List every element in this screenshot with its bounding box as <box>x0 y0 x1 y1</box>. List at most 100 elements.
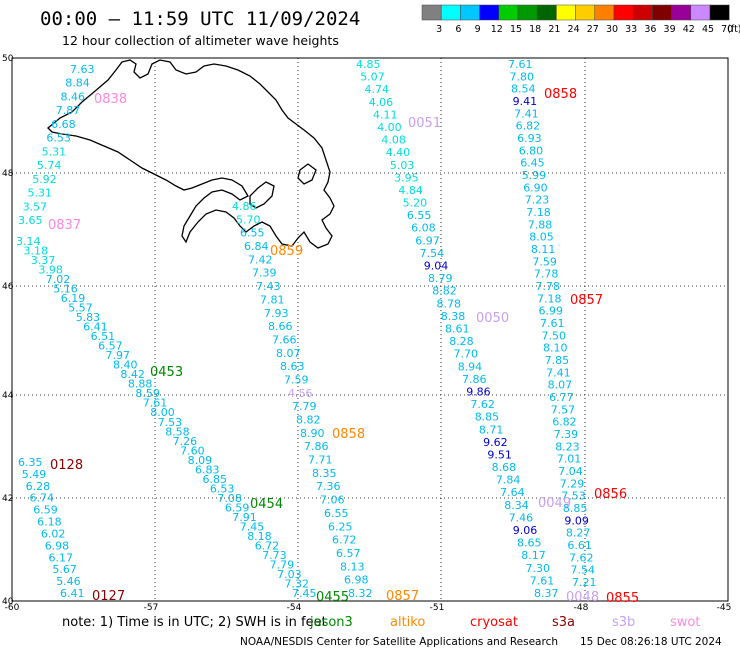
wave-height-value: 6.55 <box>240 227 265 240</box>
wave-height-value: 7.41 <box>546 366 571 379</box>
wave-height-value: 6.99 <box>539 305 564 318</box>
wave-height-value: 6.84 <box>244 240 269 253</box>
wave-height-value: 9.86 <box>466 386 491 399</box>
satellite-name: cryosat <box>470 615 518 630</box>
wave-height-value: 7.93 <box>264 307 289 320</box>
track-e: 4.865.706.556.847.427.397.437.817.938.66… <box>232 200 373 600</box>
wave-height-value: 3.37 <box>31 254 56 267</box>
legend-swatch <box>440 4 461 21</box>
wave-height-value: 6.55 <box>324 507 349 520</box>
wave-height-value: 7.36 <box>316 480 341 493</box>
lon-tick-label: -54 <box>287 603 302 613</box>
wave-height-value: 9.41 <box>513 95 538 108</box>
pass-time-label: 0837 <box>48 218 81 233</box>
wave-height-value: 8.61 <box>445 323 470 336</box>
track-f: 6.355.496.286.746.596.186.026.986.175.67… <box>18 456 85 600</box>
wave-height-value: 8.34 <box>504 499 529 512</box>
wave-height-value: 6.45 <box>520 157 545 170</box>
pass-time-label: 0857 <box>386 589 419 604</box>
wave-height-value: 5.07 <box>360 71 385 84</box>
wave-height-value: 8.65 <box>517 537 542 550</box>
wave-height-value: 3.57 <box>23 200 48 213</box>
wave-height-value: 9.51 <box>487 449 512 462</box>
lat-tick-label: 44 <box>2 391 14 401</box>
wave-height-value: 7.88 <box>528 218 553 231</box>
wave-height-value: 6.72 <box>255 539 280 552</box>
pass-time-label: 0050 <box>476 311 509 326</box>
wave-height-value: 7.02 <box>46 273 71 286</box>
lat-tick-label: 48 <box>2 169 14 179</box>
wave-height-value: 7.03 <box>277 568 302 581</box>
lat-tick-label: 40 <box>2 597 14 607</box>
legend-label: 30 <box>606 24 618 35</box>
wave-height-value: 8.38 <box>441 310 466 323</box>
pass-time-label: 0051 <box>408 116 441 131</box>
legend-swatch <box>479 4 500 21</box>
lon-tick-label: -60 <box>5 603 20 613</box>
pass-time-label: 0855 <box>606 591 639 606</box>
wave-height-value: 8.46 <box>61 91 86 104</box>
wave-height-value: 6.59 <box>33 504 58 517</box>
wave-height-value: 4.56 <box>288 387 313 400</box>
legend-swatch <box>556 4 576 21</box>
wave-height-value: 6.72 <box>332 534 357 547</box>
wave-height-value: 8.42 <box>120 368 144 381</box>
wave-height-value: 6.51 <box>91 330 116 343</box>
legend-label: 70 <box>721 24 733 35</box>
wave-height-value: 7.53 <box>561 490 586 503</box>
wave-height-value: 8.07 <box>276 347 301 360</box>
wave-height-value: 8.79 <box>428 272 453 285</box>
newfoundland-coastline <box>47 59 335 249</box>
wave-height-value: 8.85 <box>563 502 588 515</box>
pass-time-label: 0858 <box>332 427 365 442</box>
satellite-name: altiko <box>390 615 425 630</box>
wave-height-value: 7.84 <box>496 474 521 487</box>
wave-height-value: 8.32 <box>348 587 373 600</box>
wave-height-value: 7.54 <box>571 564 596 577</box>
wave-height-value: 8.59 <box>135 387 160 400</box>
wave-height-value: 7.64 <box>500 486 524 499</box>
pass-time-label: 0858 <box>544 87 577 102</box>
wave-height-value: 6.74 <box>30 492 55 505</box>
wave-height-value: 7.61 <box>530 574 555 587</box>
track-a: 7.638.848.467.876.686.535.315.745.925.31… <box>18 63 95 227</box>
pass-time-labels: 0838 0837 0051 0858 0859 0857 0050 0453 0858 0128… <box>48 87 639 606</box>
legend-swatch <box>421 4 442 21</box>
wave-height-value: 7.45 <box>292 587 317 600</box>
wave-height-value: 7.87 <box>56 104 81 117</box>
wave-height-value: 4.11 <box>373 108 398 121</box>
wave-height-value: 6.57 <box>336 547 361 560</box>
pass-time-label: 0127 <box>92 589 125 604</box>
wave-height-value: 8.23 <box>555 440 580 453</box>
lat-tick-label: 50 <box>2 54 14 64</box>
wave-height-value: 7.41 <box>514 107 539 120</box>
legend-label: 3 <box>436 24 442 35</box>
wave-height-value: 7.18 <box>537 292 562 305</box>
legend-label: 24 <box>568 24 580 35</box>
satellite-name: jason3 <box>309 615 353 630</box>
wave-height-value: 7.53 <box>158 416 183 429</box>
wave-height-value: 9.62 <box>483 436 508 449</box>
legend-swatch <box>460 4 480 21</box>
pass-time-label: 0048 <box>566 590 599 605</box>
wave-height-value: 7.42 <box>248 253 273 266</box>
wave-height-value: 5.49 <box>22 468 47 481</box>
wave-height-value: 8.11 <box>531 243 556 256</box>
wave-height-value: 6.02 <box>41 528 66 541</box>
wave-height-value: 8.18 <box>247 530 272 543</box>
wave-height-value: 9.09 <box>564 514 589 527</box>
wave-height-value: 5.70 <box>236 213 261 226</box>
wave-height-value: 5.31 <box>28 187 53 200</box>
wave-height-value: 8.17 <box>521 549 546 562</box>
wave-height-value: 5.74 <box>37 159 62 172</box>
wave-height-value: 6.90 <box>523 181 548 194</box>
wave-height-value: 3.65 <box>18 214 43 227</box>
wave-height-value: 4.00 <box>377 121 402 134</box>
wave-height-value: 5.16 <box>53 283 78 296</box>
wave-height-value: 6.98 <box>45 539 69 552</box>
satellite-name: s3a <box>552 615 575 630</box>
wave-height-value: 6.41 <box>83 321 108 334</box>
legend-swatch <box>709 4 730 21</box>
legend-label: 18 <box>529 24 541 35</box>
